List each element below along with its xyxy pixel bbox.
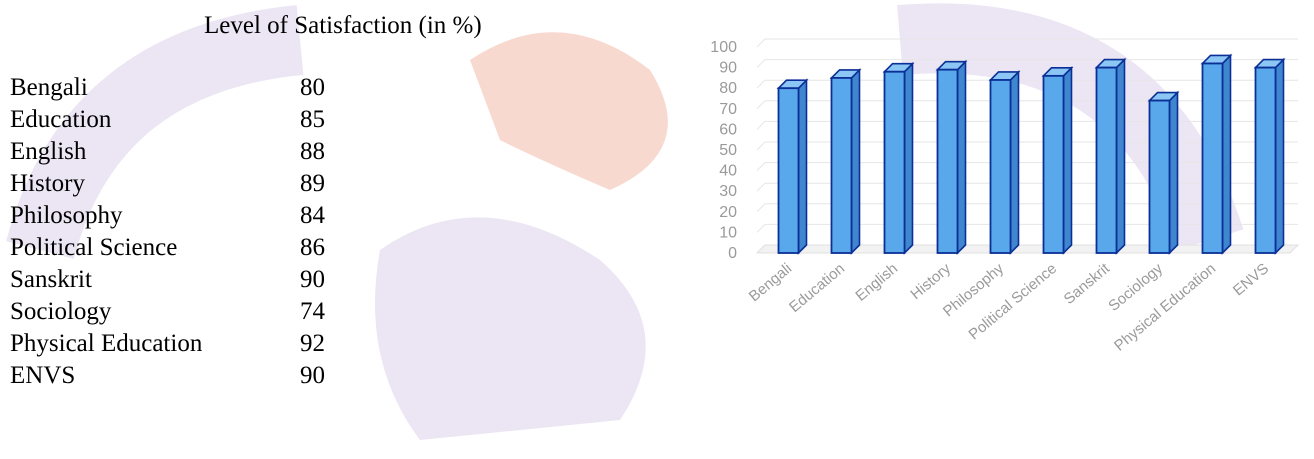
satisfaction-value: 88 <box>300 138 325 165</box>
bar-front <box>1201 62 1224 254</box>
y-tick-label: 70 <box>719 101 737 118</box>
y-tick-label: 60 <box>719 121 737 138</box>
satisfaction-value: 90 <box>300 362 325 389</box>
y-tick-label: 90 <box>719 60 737 77</box>
y-tick-label: 10 <box>719 224 737 241</box>
table-title: Level of Satisfaction (in %) <box>204 12 482 39</box>
subject-name: Education <box>10 106 112 133</box>
gridline-side <box>756 224 766 233</box>
subject-name: English <box>10 138 87 165</box>
x-tick-label: Bengali <box>746 260 795 305</box>
bar-bengali <box>776 78 809 255</box>
bar-physical-education <box>1200 53 1233 255</box>
satisfaction-value: 90 <box>300 266 325 293</box>
gridline-side <box>756 182 766 192</box>
gridline-side <box>756 162 766 171</box>
y-tick-label: 20 <box>719 204 737 221</box>
x-tick-label: Education <box>786 260 848 316</box>
bar-education <box>829 67 862 255</box>
bar-side <box>1062 65 1073 255</box>
y-tick-label: 40 <box>719 163 737 180</box>
gridline-side <box>756 121 766 130</box>
satisfaction-value: 86 <box>300 234 325 261</box>
bar-front <box>777 87 800 254</box>
subject-name: ENVS <box>10 362 76 389</box>
satisfaction-value: 85 <box>300 106 325 133</box>
bar-side <box>797 78 808 255</box>
subject-name: Physical Education <box>10 330 203 357</box>
bar-front <box>936 68 959 254</box>
bar-front <box>883 70 906 254</box>
watermark-arc-left <box>6 5 304 260</box>
bar-english <box>882 61 915 255</box>
x-tick-label: History <box>907 260 954 303</box>
y-tick-label: 30 <box>719 183 737 200</box>
bar-side <box>1221 53 1232 255</box>
gridline-side <box>756 79 766 89</box>
satisfaction-value: 80 <box>300 74 325 101</box>
gridline-side <box>756 38 766 48</box>
bar-side <box>956 59 967 255</box>
satisfaction-value: 92 <box>300 330 325 357</box>
subject-name: Sanskrit <box>10 266 92 293</box>
bar-envs <box>1253 57 1286 255</box>
bar-side <box>903 61 914 255</box>
gridline-side <box>756 141 766 151</box>
bar-front <box>1095 66 1118 254</box>
bar-philosophy <box>988 70 1021 255</box>
x-tick-label: Political Science <box>965 260 1060 343</box>
bar-side <box>1115 57 1126 255</box>
bar-history <box>935 59 968 255</box>
y-tick-label: 0 <box>728 245 737 262</box>
bar-political-science <box>1041 65 1074 255</box>
bar-front <box>830 77 853 254</box>
satisfaction-value: 84 <box>300 202 325 229</box>
bar-side <box>1168 90 1179 255</box>
satisfaction-value: 89 <box>300 170 325 197</box>
gridline-side <box>756 203 766 213</box>
subject-name: Sociology <box>10 298 112 325</box>
gridline-side <box>756 59 766 68</box>
y-tick-label: 50 <box>719 142 737 159</box>
gridline-side <box>756 100 766 110</box>
y-tick-label: 100 <box>710 39 737 56</box>
bar-sociology <box>1147 90 1180 255</box>
satisfaction-value: 74 <box>300 298 325 325</box>
bar-front <box>989 79 1012 254</box>
subject-name: History <box>10 170 85 197</box>
watermark-hand <box>375 217 646 440</box>
bar-side <box>1009 70 1020 255</box>
x-tick-label: English <box>852 260 901 305</box>
bar-front <box>1148 99 1171 254</box>
bar-sanskrit <box>1094 57 1127 255</box>
bar-side <box>1274 57 1285 255</box>
bar-front <box>1254 66 1277 254</box>
subject-name: Philosophy <box>10 202 123 229</box>
x-tick-label: Physical Education <box>1111 260 1219 354</box>
watermark-flame <box>470 32 668 190</box>
y-tick-label: 80 <box>719 80 737 97</box>
subject-name: Political Science <box>10 234 178 261</box>
subject-name: Bengali <box>10 74 88 101</box>
bar-front <box>1042 74 1065 254</box>
x-tick-label: ENVS <box>1230 260 1272 299</box>
bar-side <box>850 67 861 255</box>
